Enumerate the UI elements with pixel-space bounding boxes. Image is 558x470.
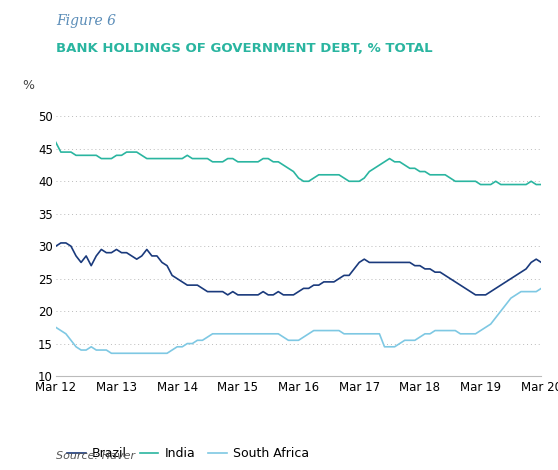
- Brazil: [437, 269, 444, 275]
- South Africa: [300, 334, 307, 340]
- India: [538, 182, 545, 188]
- Brazil: [57, 240, 64, 246]
- India: [68, 149, 74, 155]
- Line: Brazil: Brazil: [56, 243, 541, 295]
- India: [52, 140, 59, 145]
- South Africa: [432, 328, 439, 333]
- South Africa: [68, 337, 74, 343]
- Brazil: [341, 273, 348, 278]
- South Africa: [88, 344, 94, 350]
- South Africa: [184, 341, 191, 346]
- South Africa: [52, 324, 59, 330]
- India: [88, 152, 94, 158]
- India: [427, 172, 434, 178]
- India: [330, 172, 337, 178]
- India: [295, 175, 302, 181]
- Line: India: India: [56, 142, 541, 185]
- Text: Source: Haver: Source: Haver: [56, 451, 135, 461]
- India: [179, 156, 186, 161]
- Line: South Africa: South Africa: [56, 289, 541, 353]
- Text: %: %: [22, 79, 34, 93]
- Brazil: [73, 253, 79, 259]
- Brazil: [93, 253, 99, 259]
- South Africa: [538, 286, 545, 291]
- South Africa: [336, 328, 343, 333]
- Brazil: [184, 282, 191, 288]
- Text: Figure 6: Figure 6: [56, 14, 116, 28]
- South Africa: [108, 351, 115, 356]
- Brazil: [52, 243, 59, 249]
- Text: BANK HOLDINGS OF GOVERNMENT DEBT, % TOTAL: BANK HOLDINGS OF GOVERNMENT DEBT, % TOTA…: [56, 42, 432, 55]
- Brazil: [305, 286, 312, 291]
- India: [477, 182, 484, 188]
- Brazil: [224, 292, 231, 298]
- Legend: Brazil, India, South Africa: Brazil, India, South Africa: [62, 442, 314, 465]
- Brazil: [538, 259, 545, 265]
